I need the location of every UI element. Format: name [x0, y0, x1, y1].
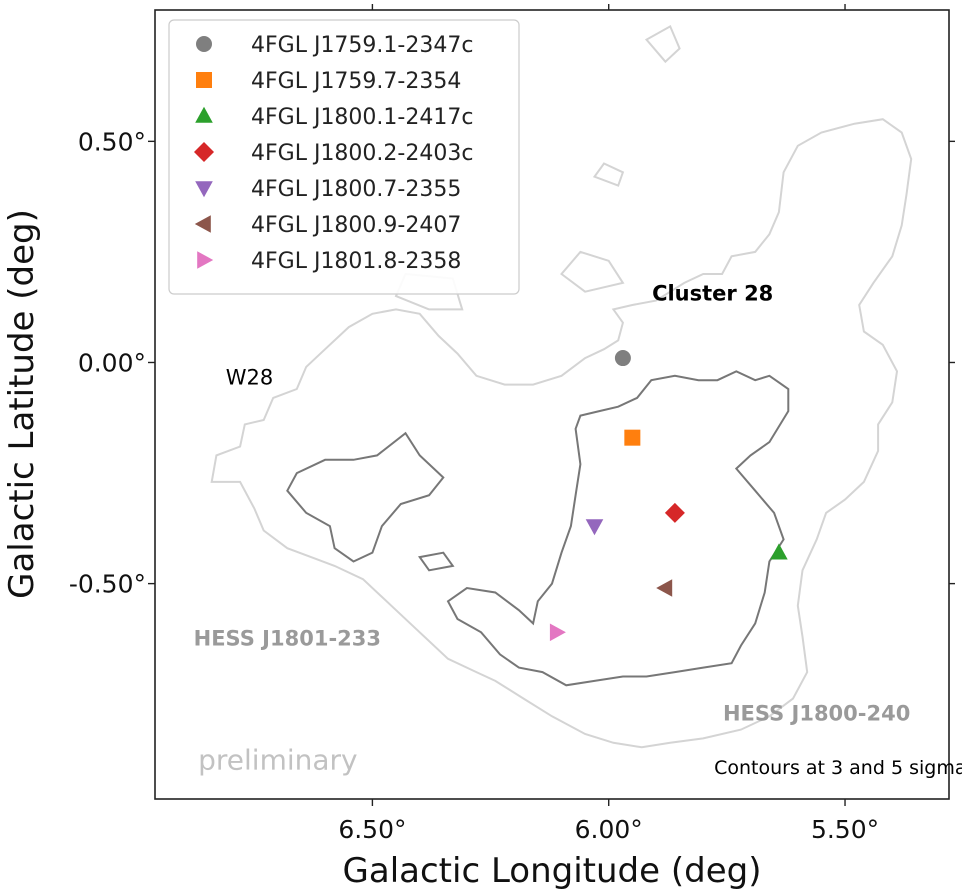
annotation-w28: W28: [226, 366, 274, 390]
data-point-triangle-up: [770, 543, 788, 560]
y-tick-label: 0.50°: [78, 127, 146, 156]
annotation-cluster-28: Cluster 28: [652, 282, 773, 306]
contour-3-sigma-island: [560, 250, 625, 293]
annotation-preliminary: preliminary: [198, 743, 358, 776]
contour-5-sigma-island: [417, 551, 455, 572]
legend-label-j1759-1-2347c: 4FGL J1759.1-2347c: [251, 33, 473, 58]
x-tick-label: 5.50°: [811, 815, 879, 844]
legend-label-j1800-1-2417c: 4FGL J1800.1-2417c: [251, 105, 473, 130]
contour-layer: [210, 24, 913, 749]
legend: 4FGL J1759.1-2347c 4FGL J1759.7-2354 4FG…: [168, 19, 520, 295]
annotation-hess-j1801-233: HESS J1801-233: [194, 627, 381, 651]
legend-marker-triangle-up: [195, 106, 213, 123]
legend-label-j1800-7-2355: 4FGL J1800.7-2355: [251, 177, 461, 202]
plot-frame: [154, 9, 950, 800]
x-tick-label: 6.50°: [338, 815, 406, 844]
legend-markers: [194, 36, 214, 269]
data-point-triangle-right: [549, 623, 566, 642]
legend-label-j1759-7-2354: 4FGL J1759.7-2354: [251, 69, 461, 94]
y-tick-label: -0.50°: [69, 570, 146, 599]
marker-layer: [549, 350, 788, 642]
data-point-circle: [614, 350, 631, 367]
y-axis-title: Galactic Latitude (deg): [2, 209, 42, 599]
legend-box: [168, 19, 520, 295]
contour-3-sigma-island: [644, 24, 681, 64]
legend-label-j1800-2-2403c: 4FGL J1800.2-2403c: [251, 141, 473, 166]
contour-3-sigma: [210, 118, 913, 749]
y-tick-label: 0.00°: [78, 348, 146, 377]
legend-marker-circle: [196, 36, 212, 52]
contour-5-sigma-w28: [286, 431, 445, 563]
tick-layer: [148, 4, 955, 806]
annotation-hess-j1800-240: HESS J1800-240: [723, 702, 910, 726]
data-point-square: [624, 429, 641, 446]
legend-label-j1801-8-2358: 4FGL J1801.8-2358: [251, 249, 461, 274]
contour-5-sigma-main: [446, 370, 790, 687]
data-point-diamond: [664, 502, 685, 523]
data-point-triangle-left: [656, 579, 673, 597]
x-axis-title: Galactic Longitude (deg): [343, 851, 762, 891]
legend-label-j1800-9-2407: 4FGL J1800.9-2407: [251, 213, 461, 238]
legend-marker-triangle-left: [194, 215, 211, 233]
legend-marker-diamond: [194, 142, 214, 162]
data-point-triangle-down: [585, 519, 604, 536]
x-tick-label: 6.00°: [575, 815, 643, 844]
legend-marker-square: [196, 72, 212, 88]
legend-marker-triangle-right: [197, 251, 214, 269]
contour-3-sigma-island: [592, 162, 625, 187]
annotation-contour-note: Contours at 3 and 5 sigma: [714, 757, 962, 779]
legend-marker-triangle-down: [195, 181, 213, 198]
